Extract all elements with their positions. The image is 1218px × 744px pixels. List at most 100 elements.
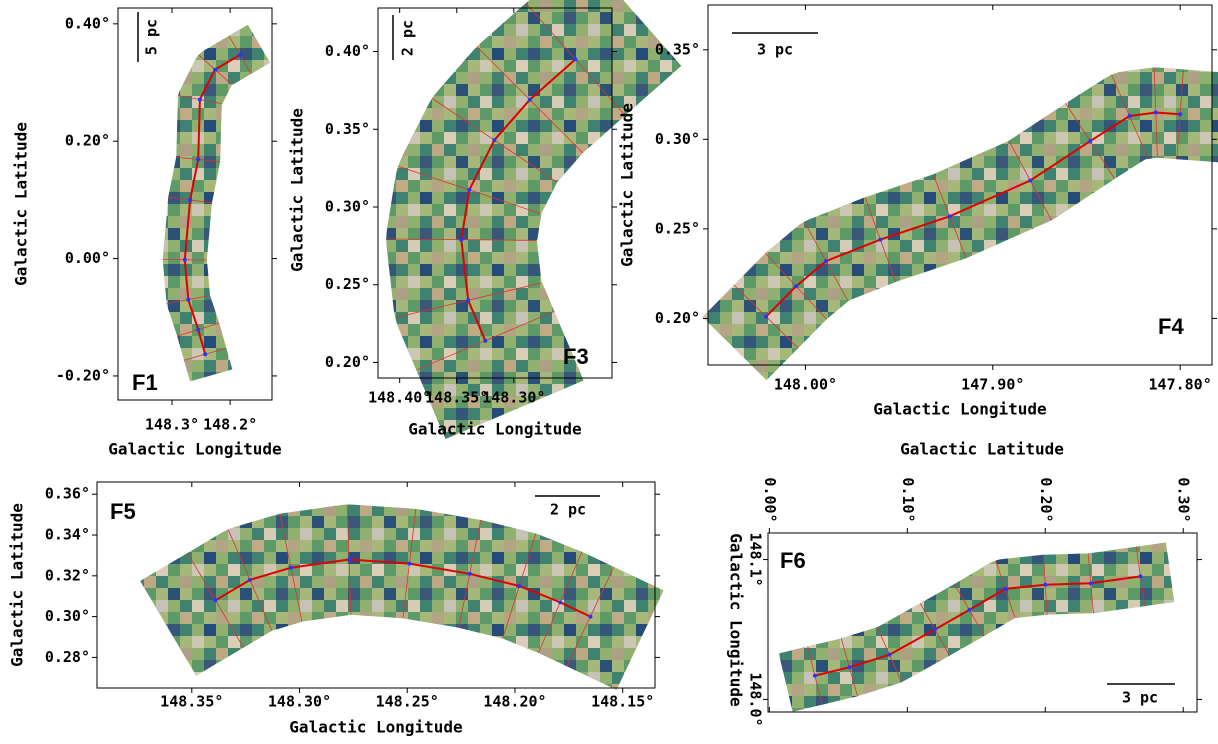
map-region-detail: [162, 24, 271, 382]
y-tick-label: 0.40°: [325, 42, 370, 60]
y-tick-label: 0.20°: [325, 353, 370, 371]
panel-label: F5: [110, 499, 136, 524]
y-tick-label: 148.0°: [747, 672, 765, 726]
point: [812, 673, 817, 678]
y-tick-label: 0.34°: [45, 526, 90, 544]
x-axis-label: Galactic Longitude: [108, 440, 281, 459]
point: [824, 259, 829, 264]
map-region-detail: [702, 67, 1218, 381]
x-tick-label: 148.25°: [376, 693, 439, 711]
panel-label: F4: [1158, 314, 1184, 339]
point: [878, 237, 883, 242]
x-axis-label: Galactic Latitude: [900, 440, 1064, 459]
y-tick-label: 0.36°: [45, 485, 90, 503]
y-tick-label: 0.20°: [65, 132, 110, 150]
y-tick-label: 0.35°: [325, 120, 370, 138]
point: [466, 298, 471, 303]
y-tick-label: 0.20°: [655, 309, 700, 327]
axes-frame: [117, 7, 273, 401]
x-tick-label: 148.30°: [482, 389, 545, 407]
x-tick-label: 147.80°: [1149, 376, 1212, 394]
point: [492, 138, 497, 143]
axes-frame: [707, 4, 1213, 366]
y-tick-label: -0.20°: [56, 366, 110, 384]
x-axis-label: Galactic Longitude: [873, 400, 1046, 419]
point: [1088, 139, 1093, 144]
point: [238, 52, 243, 57]
x-tick-label: 148.00°: [774, 376, 837, 394]
point: [288, 565, 293, 570]
y-tick-label: 0.30°: [325, 197, 370, 215]
x-tick-label: 148.30°: [268, 693, 331, 711]
map-region-detail: [386, 0, 682, 440]
point: [1178, 112, 1183, 117]
y-axis-label: Galactic Longitude: [727, 533, 746, 706]
scale-bar-label: 5 pc: [143, 19, 161, 55]
y-axis-label: Galactic Latitude: [288, 108, 307, 272]
y-axis-label: Galactic Latitude: [8, 503, 27, 667]
point: [188, 197, 193, 202]
point: [347, 557, 352, 562]
x-tick-label: 0.10°: [899, 477, 917, 522]
y-tick-label: 0.30°: [45, 607, 90, 625]
point: [467, 187, 472, 192]
point: [186, 297, 191, 302]
scale-bar-label: 3 pc: [757, 41, 793, 59]
y-tick-label: 0.28°: [45, 648, 90, 666]
y-tick-label: 0.30°: [655, 130, 700, 148]
point: [1088, 581, 1093, 586]
map-region-detail: [140, 504, 664, 690]
point: [573, 57, 578, 62]
spine: [765, 111, 1181, 318]
point: [947, 214, 952, 219]
point: [182, 257, 187, 262]
point: [764, 314, 769, 319]
point: [967, 607, 972, 612]
y-axis-label: Galactic Latitude: [618, 103, 637, 267]
point: [517, 584, 522, 589]
axes-frame: [767, 532, 1198, 713]
point: [213, 67, 218, 72]
panel-label: F1: [132, 370, 158, 395]
point: [1043, 582, 1048, 587]
x-tick-label: 0.20°: [1037, 477, 1055, 522]
scale-bar-label: 3 pc: [1122, 689, 1158, 707]
point: [203, 352, 208, 357]
point: [887, 652, 892, 657]
point: [1153, 110, 1158, 115]
x-axis-label: Galactic Longitude: [289, 718, 462, 737]
x-tick-label: 148.35°: [425, 389, 488, 407]
point: [847, 665, 852, 670]
axes-frame: [96, 481, 656, 689]
y-tick-label: 148.1°: [747, 532, 765, 586]
y-axis-label: Galactic Latitude: [12, 122, 31, 286]
point: [247, 577, 252, 582]
point: [467, 571, 472, 576]
x-tick-label: 147.90°: [961, 376, 1024, 394]
point: [1138, 574, 1143, 579]
axes-frame: [377, 7, 613, 379]
point: [196, 157, 201, 162]
point: [558, 600, 563, 605]
x-tick-label: 0.00°: [761, 477, 779, 522]
x-tick-label: 148.3°: [145, 416, 199, 434]
point: [527, 97, 532, 102]
x-axis-label: Galactic Longitude: [408, 420, 581, 439]
point: [213, 598, 218, 603]
panel-label: F3: [563, 344, 589, 369]
point: [483, 338, 488, 343]
scale-bar-label: 2 pc: [399, 20, 417, 56]
point: [459, 237, 464, 242]
y-tick-label: 0.25°: [325, 275, 370, 293]
y-tick-label: 0.35°: [655, 40, 700, 58]
x-tick-label: 148.35°: [160, 693, 223, 711]
point: [196, 327, 201, 332]
scale-bar-label: 2 pc: [550, 501, 586, 519]
y-tick-label: 0.00°: [65, 249, 110, 267]
panel-label: F6: [780, 548, 806, 573]
point: [1127, 114, 1132, 119]
y-tick-label: 0.32°: [45, 566, 90, 584]
x-tick-label: 0.30°: [1175, 477, 1193, 522]
x-tick-label: 148.2°: [203, 416, 257, 434]
